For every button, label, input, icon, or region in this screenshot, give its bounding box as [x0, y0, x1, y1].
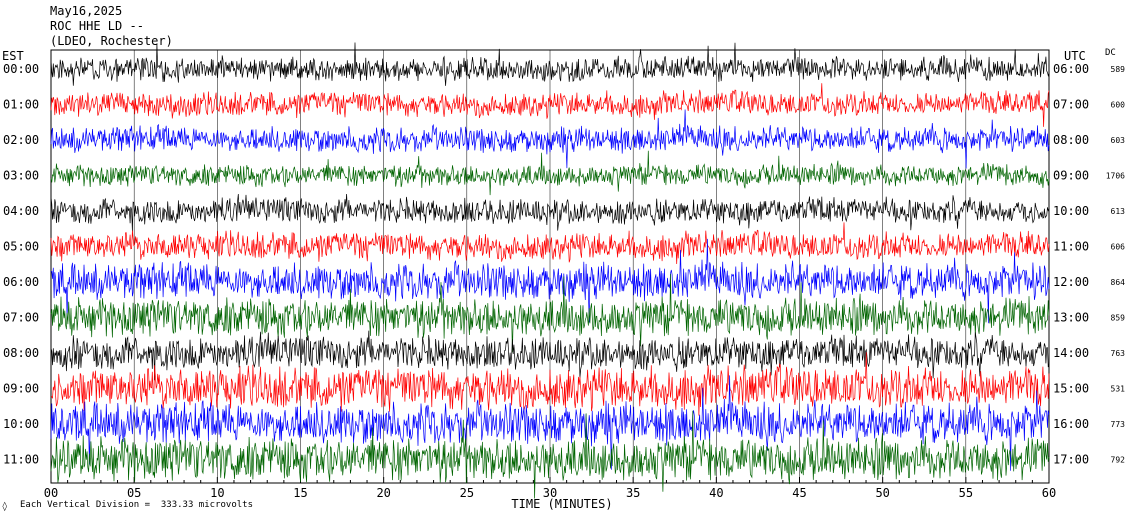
utc-time-label: 09:00 [1053, 169, 1089, 183]
dc-column-label: DC [1105, 48, 1116, 58]
x-tick-label: 00 [44, 486, 58, 500]
x-tick-label: 05 [127, 486, 141, 500]
seismic-trace [50, 150, 1050, 196]
utc-time-label: 11:00 [1053, 240, 1089, 254]
dc-value: 1706 [1106, 172, 1125, 181]
x-axis-label: TIME (MINUTES) [511, 497, 612, 511]
dc-value: 763 [1111, 349, 1126, 358]
est-time-label: 07:00 [3, 311, 39, 325]
seismic-trace [50, 238, 1050, 324]
utc-time-label: 08:00 [1053, 133, 1089, 147]
chart-station: ROC HHE LD -- [50, 19, 144, 33]
utc-time-label: 13:00 [1053, 311, 1089, 325]
corner-mark: ◊ [2, 502, 8, 512]
est-time-label: 02:00 [3, 133, 39, 147]
x-tick-label: 45 [792, 486, 806, 500]
utc-time-label: 06:00 [1053, 62, 1089, 76]
x-tick-label: 10 [210, 486, 224, 500]
seismic-trace [50, 352, 1050, 416]
seismic-trace [50, 222, 1050, 265]
x-tick-label: 55 [959, 486, 973, 500]
dc-value: 864 [1111, 278, 1126, 287]
dc-value: 773 [1111, 420, 1126, 429]
dc-value: 600 [1111, 101, 1126, 110]
est-time-label: 04:00 [3, 204, 39, 218]
utc-time-label: 07:00 [1053, 98, 1089, 112]
est-time-label: 01:00 [3, 98, 39, 112]
seismic-trace [50, 109, 1050, 169]
seismic-trace [50, 273, 1050, 353]
x-tick-label: 60 [1042, 486, 1056, 500]
seismic-trace [50, 193, 1050, 232]
dc-value: 531 [1111, 385, 1126, 394]
x-tick-label: 20 [376, 486, 390, 500]
utc-time-label: 15:00 [1053, 382, 1089, 396]
est-time-label: 06:00 [3, 275, 39, 289]
dc-value: 603 [1111, 136, 1126, 145]
seismic-trace [50, 330, 1050, 381]
dc-value: 859 [1111, 314, 1126, 323]
dc-value: 589 [1111, 65, 1126, 74]
scale-note: Each Vertical Division = 333.33 microvol… [20, 500, 253, 510]
x-tick-label: 25 [460, 486, 474, 500]
dc-value: 613 [1111, 207, 1126, 216]
chart-date: May16,2025 [50, 4, 123, 18]
chart-network: (LDEO, Rochester) [50, 34, 173, 48]
est-time-label: 08:00 [3, 346, 39, 360]
dc-value: 792 [1111, 456, 1126, 465]
est-axis-label: EST [2, 49, 24, 63]
est-time-label: 09:00 [3, 382, 39, 396]
utc-time-label: 10:00 [1053, 204, 1089, 218]
x-tick-label: 40 [709, 486, 723, 500]
seismic-trace [50, 83, 1050, 127]
utc-time-label: 12:00 [1053, 275, 1089, 289]
dc-value: 606 [1111, 243, 1126, 252]
est-time-label: 11:00 [3, 453, 39, 467]
x-tick-label: 15 [293, 486, 307, 500]
utc-time-label: 14:00 [1053, 346, 1089, 360]
seismic-trace [50, 42, 1050, 86]
utc-time-label: 16:00 [1053, 417, 1089, 431]
est-time-label: 03:00 [3, 169, 39, 183]
seismic-trace [50, 375, 1050, 471]
x-tick-label: 30 [543, 486, 557, 500]
utc-time-label: 17:00 [1053, 453, 1089, 467]
est-time-label: 10:00 [3, 417, 39, 431]
utc-axis-label: UTC [1064, 49, 1086, 63]
est-time-label: 00:00 [3, 62, 39, 76]
seismic-trace [50, 410, 1050, 499]
x-tick-label: 50 [875, 486, 889, 500]
est-time-label: 05:00 [3, 240, 39, 254]
x-tick-label: 35 [626, 486, 640, 500]
